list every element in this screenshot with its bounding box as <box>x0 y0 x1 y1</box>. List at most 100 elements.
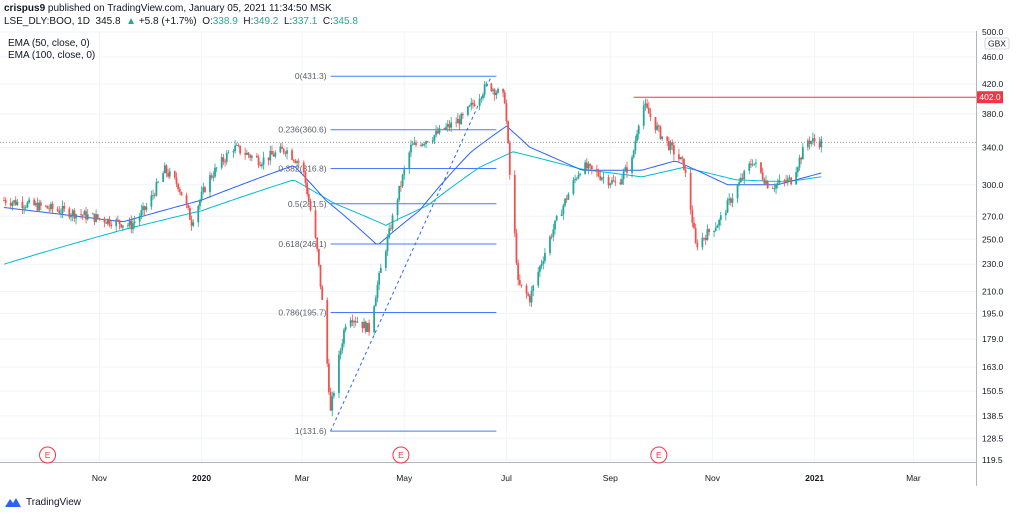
low-label: L: <box>283 16 293 27</box>
candle-body <box>555 215 558 221</box>
candle-body <box>239 145 242 154</box>
candle-body <box>783 180 786 181</box>
candle-body <box>435 130 437 136</box>
candle-body <box>212 176 215 178</box>
open-label: O: <box>202 16 213 27</box>
candle-body <box>775 184 777 189</box>
candle-body <box>173 171 176 178</box>
candle-body <box>152 194 154 196</box>
candle-body <box>631 157 633 173</box>
candle-body <box>199 200 201 206</box>
candle-body <box>443 128 446 130</box>
candle-body <box>105 222 108 224</box>
legend-ema50[interactable]: EMA (50, close, 0) <box>8 38 90 49</box>
candle-body <box>138 216 141 222</box>
candle-body <box>813 138 816 142</box>
candle-body <box>729 198 732 203</box>
candle-body <box>691 210 694 223</box>
candle-body <box>255 155 258 158</box>
candle-body <box>384 251 387 268</box>
x-tick-label: Mar <box>295 473 310 483</box>
candle-body <box>788 177 791 179</box>
candle-body <box>24 207 27 209</box>
candle-body <box>739 177 742 183</box>
candle-body <box>490 83 493 91</box>
candle-body <box>520 284 523 286</box>
author-name[interactable]: crispus9 <box>4 3 46 14</box>
candle-body <box>232 151 235 153</box>
candle-body <box>421 143 424 146</box>
candle-body <box>63 205 66 209</box>
fib-level-label: 1(131.6) <box>295 426 327 436</box>
candle-body <box>185 195 188 205</box>
candle-body <box>261 164 263 167</box>
candle-body <box>249 155 252 158</box>
candle-body <box>68 208 71 218</box>
earnings-event-label: E <box>656 450 662 460</box>
candle-body <box>9 203 12 206</box>
open-value: 338.9 <box>212 16 238 27</box>
candle-body <box>110 224 113 227</box>
price-tag-label: 402.0 <box>979 92 1001 102</box>
candle-body <box>247 152 250 156</box>
plot-area[interactable] <box>0 31 976 462</box>
candle-body <box>297 161 300 163</box>
candle-body <box>36 202 39 211</box>
candle-body <box>187 204 190 208</box>
candle-body <box>331 396 334 411</box>
x-axis: Nov 2020 Mar May Jul Sep Nov 2021 Mar <box>92 473 921 483</box>
candle-body <box>364 321 367 332</box>
fib-level-label: 0.786(195.7) <box>278 307 326 317</box>
candle-body <box>272 154 275 157</box>
x-tick-label: Nov <box>92 473 108 483</box>
candle-body <box>71 210 74 216</box>
candle-body <box>259 165 262 167</box>
candle-body <box>391 215 394 230</box>
candle-body <box>143 206 146 210</box>
candle-body <box>93 213 96 222</box>
candle-body <box>718 219 721 226</box>
candle-body <box>153 194 156 196</box>
candle-body <box>528 295 531 303</box>
candle-body <box>708 229 710 233</box>
candle-body <box>726 200 729 213</box>
candle-body <box>773 188 776 190</box>
candle-body <box>584 162 587 174</box>
candle-body <box>527 293 530 296</box>
candle-body <box>801 147 804 160</box>
candle-body <box>23 207 25 209</box>
candle-body <box>304 172 307 183</box>
candle-body <box>96 214 99 219</box>
candle-body <box>778 180 781 184</box>
candle-body <box>220 157 223 168</box>
candle-body <box>542 261 545 264</box>
candle-body <box>642 105 645 126</box>
symbol-name: LSE_DLY:BOO, 1D <box>4 16 90 27</box>
candle-body <box>34 202 37 206</box>
candle-body <box>163 165 166 174</box>
candle-body <box>244 153 247 155</box>
candle-body <box>61 205 64 213</box>
candle-body <box>632 150 635 158</box>
candle-body <box>706 229 709 241</box>
candle-body <box>445 126 448 130</box>
candle-body <box>234 145 237 152</box>
candle-body <box>341 343 344 351</box>
candle-body <box>714 227 717 231</box>
tradingview-footer[interactable]: TradingView <box>4 493 81 511</box>
legend-ema100[interactable]: EMA (100, close, 0) <box>8 50 96 61</box>
candle-body <box>257 157 260 166</box>
candle-body <box>389 228 392 230</box>
candle-body <box>386 237 389 252</box>
candle-body <box>684 169 687 173</box>
candle-body <box>678 154 680 160</box>
candle-body <box>108 218 111 225</box>
candle-body <box>366 322 369 332</box>
candle-body <box>413 142 416 145</box>
candle-body <box>634 140 637 151</box>
candle-body <box>349 320 352 327</box>
candle-body <box>200 191 203 201</box>
candle-body <box>724 212 727 216</box>
